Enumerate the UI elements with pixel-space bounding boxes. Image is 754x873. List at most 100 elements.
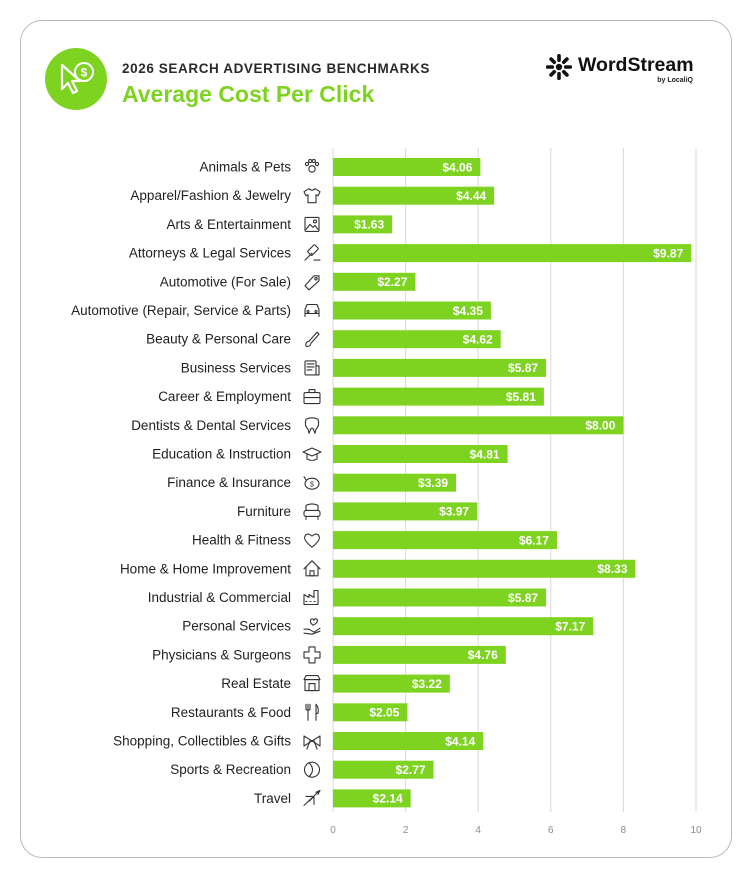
category-label: Shopping, Collectibles & Gifts <box>113 734 291 749</box>
category-label: Apparel/Fashion & Jewelry <box>130 188 291 203</box>
category-label: Arts & Entertainment <box>166 217 291 232</box>
bar <box>333 445 508 463</box>
bar-value-label: $5.81 <box>506 390 536 404</box>
gavel-icon <box>304 244 321 261</box>
wordstream-logo: WordStream by LocaliQ <box>545 52 705 88</box>
bar-value-label: $2.14 <box>373 792 403 806</box>
bar-value-label: $4.76 <box>468 648 498 662</box>
bar-value-label: $4.14 <box>445 734 475 748</box>
brand-name: WordStream <box>578 54 694 76</box>
tooth-icon <box>304 417 320 434</box>
bar <box>333 358 547 377</box>
bar-value-label: $5.87 <box>508 591 538 605</box>
bar-value-label: $3.22 <box>412 677 442 691</box>
x-tick-label: 6 <box>548 825 554 836</box>
bar-value-label: $8.33 <box>597 562 627 576</box>
bar-value-label: $4.06 <box>442 160 472 174</box>
heart-icon <box>304 533 320 548</box>
category-label: Home & Home Improvement <box>120 561 291 576</box>
bar <box>333 645 506 664</box>
x-tick-label: 4 <box>475 825 481 836</box>
category-label: Dentists & Dental Services <box>131 418 291 433</box>
chart-subtitle: 2026 SEARCH ADVERTISING BENCHMARKS <box>122 61 430 76</box>
brand-sub: by LocaliQ <box>657 77 693 84</box>
fork-knife-icon <box>305 703 319 721</box>
bar <box>333 244 692 263</box>
bar-value-label: $3.39 <box>418 476 448 490</box>
category-label: Education & Instruction <box>152 447 291 462</box>
category-label: Attorneys & Legal Services <box>129 246 291 261</box>
bar-value-label: $2.27 <box>377 275 407 289</box>
bar-value-label: $8.00 <box>585 419 615 433</box>
x-tick-label: 2 <box>403 825 409 836</box>
bar-value-label: $4.81 <box>470 447 500 461</box>
bar <box>333 502 478 521</box>
svg-text:$: $ <box>310 482 314 489</box>
briefcase-icon <box>303 389 321 405</box>
hand-heart-icon <box>303 618 321 635</box>
bar <box>333 760 434 779</box>
category-label: Sports & Recreation <box>170 762 291 777</box>
graduation-cap-icon <box>302 447 322 462</box>
piggy-bank-icon: $ <box>303 476 320 490</box>
shirt-icon <box>303 188 321 204</box>
armchair-icon <box>303 503 321 520</box>
bar-value-label: $2.77 <box>396 763 426 777</box>
category-label: Automotive (Repair, Service & Parts) <box>71 303 291 318</box>
bar <box>333 215 393 234</box>
category-label: Animals & Pets <box>199 160 291 175</box>
bar <box>333 330 501 349</box>
document-icon <box>304 360 320 376</box>
bar <box>333 789 411 808</box>
ball-icon <box>303 761 321 778</box>
x-tick-label: 0 <box>330 825 336 836</box>
gift-bow-icon <box>303 735 321 750</box>
bar-value-label: $4.62 <box>463 333 493 347</box>
bar <box>333 301 491 320</box>
bar <box>333 387 544 406</box>
bar-value-label: $4.35 <box>453 304 483 318</box>
bar <box>333 158 481 176</box>
airplane-icon <box>303 789 321 806</box>
chart-title: Average Cost Per Click <box>122 81 375 107</box>
car-icon <box>304 303 320 318</box>
bar <box>333 416 624 435</box>
bar-value-label: $4.44 <box>456 189 486 203</box>
storefront-icon <box>303 675 321 692</box>
bar <box>333 674 450 693</box>
bar-value-label: $9.87 <box>653 246 683 260</box>
bar-value-label: $3.97 <box>439 505 469 519</box>
bar <box>333 473 457 492</box>
brush-icon <box>305 331 320 347</box>
bar <box>333 531 557 550</box>
x-tick-label: 10 <box>690 825 702 836</box>
factory-icon <box>303 589 319 606</box>
medical-cross-icon <box>303 646 321 664</box>
tag-icon <box>304 275 320 291</box>
cursor-dollar-icon: $ <box>45 48 107 110</box>
category-label: Automotive (For Sale) <box>160 274 291 289</box>
wordstream-mark-icon <box>546 54 572 80</box>
bar <box>333 272 416 291</box>
category-label: Physicians & Surgeons <box>152 647 291 662</box>
svg-text:$: $ <box>81 66 88 80</box>
bar <box>333 588 547 607</box>
category-label: Furniture <box>237 504 291 519</box>
bar-value-label: $1.63 <box>354 218 384 232</box>
bar <box>333 186 495 205</box>
house-icon <box>303 560 321 577</box>
bar-value-label: $6.17 <box>519 533 549 547</box>
bar <box>333 732 484 750</box>
bar-value-label: $7.17 <box>555 620 585 634</box>
category-label: Career & Employment <box>158 389 291 404</box>
category-label: Beauty & Personal Care <box>146 332 291 347</box>
paw-icon <box>304 158 320 173</box>
bar-value-label: $2.05 <box>369 706 399 720</box>
bar <box>333 617 594 636</box>
bar <box>333 559 636 578</box>
x-tick-label: 8 <box>621 825 627 836</box>
category-label: Industrial & Commercial <box>148 590 291 605</box>
picture-icon <box>304 216 320 232</box>
category-label: Real Estate <box>221 676 291 691</box>
